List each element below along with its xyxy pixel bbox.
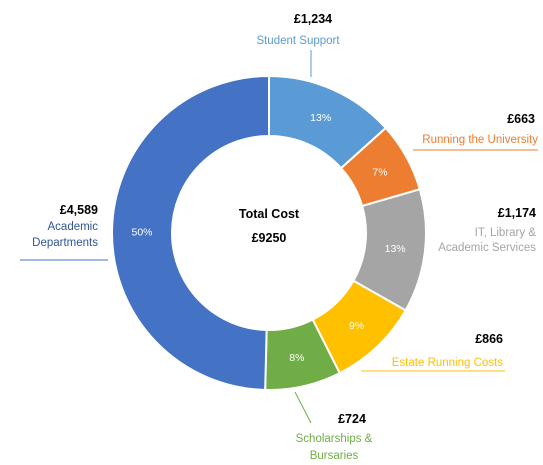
amount-label-5: £4,589	[60, 203, 98, 217]
amount-label-4: £724	[338, 412, 366, 426]
pct-label-0: 13%	[310, 112, 331, 124]
category-label-3-0: Estate Running Costs	[392, 357, 503, 369]
amount-label-0: £1,234	[294, 12, 332, 26]
pct-label-2: 13%	[385, 243, 406, 255]
leader-line-4	[294, 391, 312, 424]
category-label-5-1: Departments	[32, 237, 98, 249]
center-total: £9250	[252, 231, 287, 245]
slice-5	[111, 74, 270, 391]
pct-label-3: 9%	[349, 320, 364, 332]
percent-labels: 13% 7% 13% 9% 8% 50%	[132, 112, 406, 364]
category-label-4-0: Scholarships &	[296, 433, 373, 445]
category-label-0-0: Student Support	[256, 35, 340, 47]
pct-label-1: 7%	[372, 166, 387, 178]
amount-label-1: £663	[507, 112, 535, 126]
category-label-2-0: IT, Library &	[475, 227, 537, 239]
pct-label-4: 8%	[289, 352, 304, 364]
amount-label-3: £866	[475, 332, 503, 346]
donut-slices	[111, 74, 427, 391]
leader-lines	[20, 50, 538, 424]
category-labels: £1,234 Student Support £663 Running the Uni…	[32, 12, 538, 462]
category-label-1-0: Running the University	[422, 134, 538, 146]
category-label-4-1: Bursaries	[310, 450, 359, 462]
category-label-5-0: Academic	[48, 221, 99, 233]
amount-label-2: £1,174	[498, 206, 536, 220]
center-title: Total Cost	[239, 207, 300, 221]
category-label-2-1: Academic Services	[438, 242, 536, 254]
pct-label-5: 50%	[132, 226, 153, 238]
